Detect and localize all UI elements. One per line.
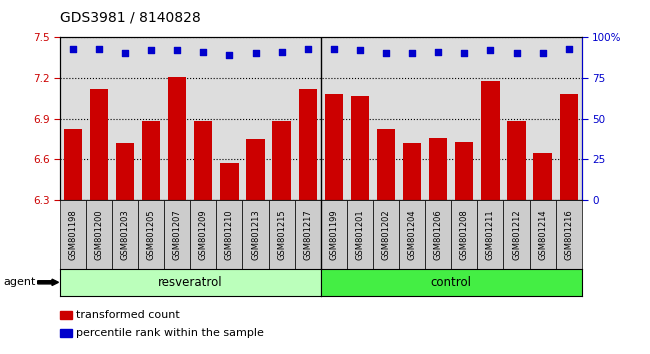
Bar [60,200,86,269]
Point [512,51,522,56]
Bar [116,143,134,200]
Bar [168,76,187,200]
Point [224,52,235,58]
Bar [530,200,556,269]
Bar [272,121,291,200]
Bar [246,139,265,200]
Text: GSM801205: GSM801205 [147,209,155,260]
Text: GDS3981 / 8140828: GDS3981 / 8140828 [60,11,201,25]
Point [250,51,261,56]
Point [120,51,130,56]
Point [198,49,209,55]
Bar [294,200,321,269]
Point [172,47,183,53]
Bar [373,200,399,269]
Point [68,46,78,51]
Bar [351,96,369,200]
Bar [534,153,552,200]
Text: GSM801198: GSM801198 [68,209,77,260]
Point [485,47,495,53]
Text: resveratrol: resveratrol [158,276,222,289]
Bar [142,121,161,200]
Bar [138,200,164,269]
Bar [298,89,317,200]
Text: GSM801215: GSM801215 [277,209,286,260]
Bar [508,121,526,200]
Bar [216,200,242,269]
Bar [64,130,82,200]
Bar [164,200,190,269]
Bar [347,200,373,269]
Point [433,49,443,55]
Bar [403,143,421,200]
Bar [451,200,477,269]
Text: GSM801213: GSM801213 [251,209,260,260]
Point [538,51,548,56]
Bar [377,130,395,200]
Point [355,47,365,53]
Text: GSM801201: GSM801201 [356,209,365,260]
Bar [425,200,451,269]
Bar [220,163,239,200]
Bar [429,138,447,200]
Bar [325,94,343,200]
Text: transformed count: transformed count [76,310,180,320]
Text: GSM801202: GSM801202 [382,209,391,260]
Bar [556,200,582,269]
Point [276,49,287,55]
Text: GSM801212: GSM801212 [512,209,521,260]
Point [146,47,157,53]
Text: GSM801216: GSM801216 [564,209,573,260]
Text: GSM801211: GSM801211 [486,209,495,260]
Bar [481,81,500,200]
Bar [399,200,425,269]
Text: GSM801206: GSM801206 [434,209,443,260]
Bar [477,200,504,269]
Bar [268,200,294,269]
Bar [90,89,108,200]
Bar [560,94,578,200]
Text: control: control [431,276,472,289]
Point [564,46,574,51]
Text: GSM801217: GSM801217 [304,209,312,260]
Text: GSM801199: GSM801199 [330,209,338,260]
Bar [242,200,268,269]
Text: GSM801200: GSM801200 [94,209,103,260]
Bar [194,121,213,200]
Bar [86,200,112,269]
Text: percentile rank within the sample: percentile rank within the sample [76,328,264,338]
Text: GSM801207: GSM801207 [173,209,182,260]
Point [94,46,104,51]
Text: GSM801203: GSM801203 [120,209,129,260]
Bar [455,142,473,200]
Bar [321,200,347,269]
Point [381,51,391,56]
Point [302,46,313,51]
Text: GSM801214: GSM801214 [538,209,547,260]
Text: GSM801208: GSM801208 [460,209,469,260]
Point [459,51,469,56]
Bar [504,200,530,269]
Text: GSM801210: GSM801210 [225,209,234,260]
Bar [190,200,216,269]
Text: GSM801209: GSM801209 [199,209,208,260]
Text: GSM801204: GSM801204 [408,209,417,260]
Bar [112,200,138,269]
Point [407,51,417,56]
Point [329,46,339,51]
Text: agent: agent [3,277,36,287]
